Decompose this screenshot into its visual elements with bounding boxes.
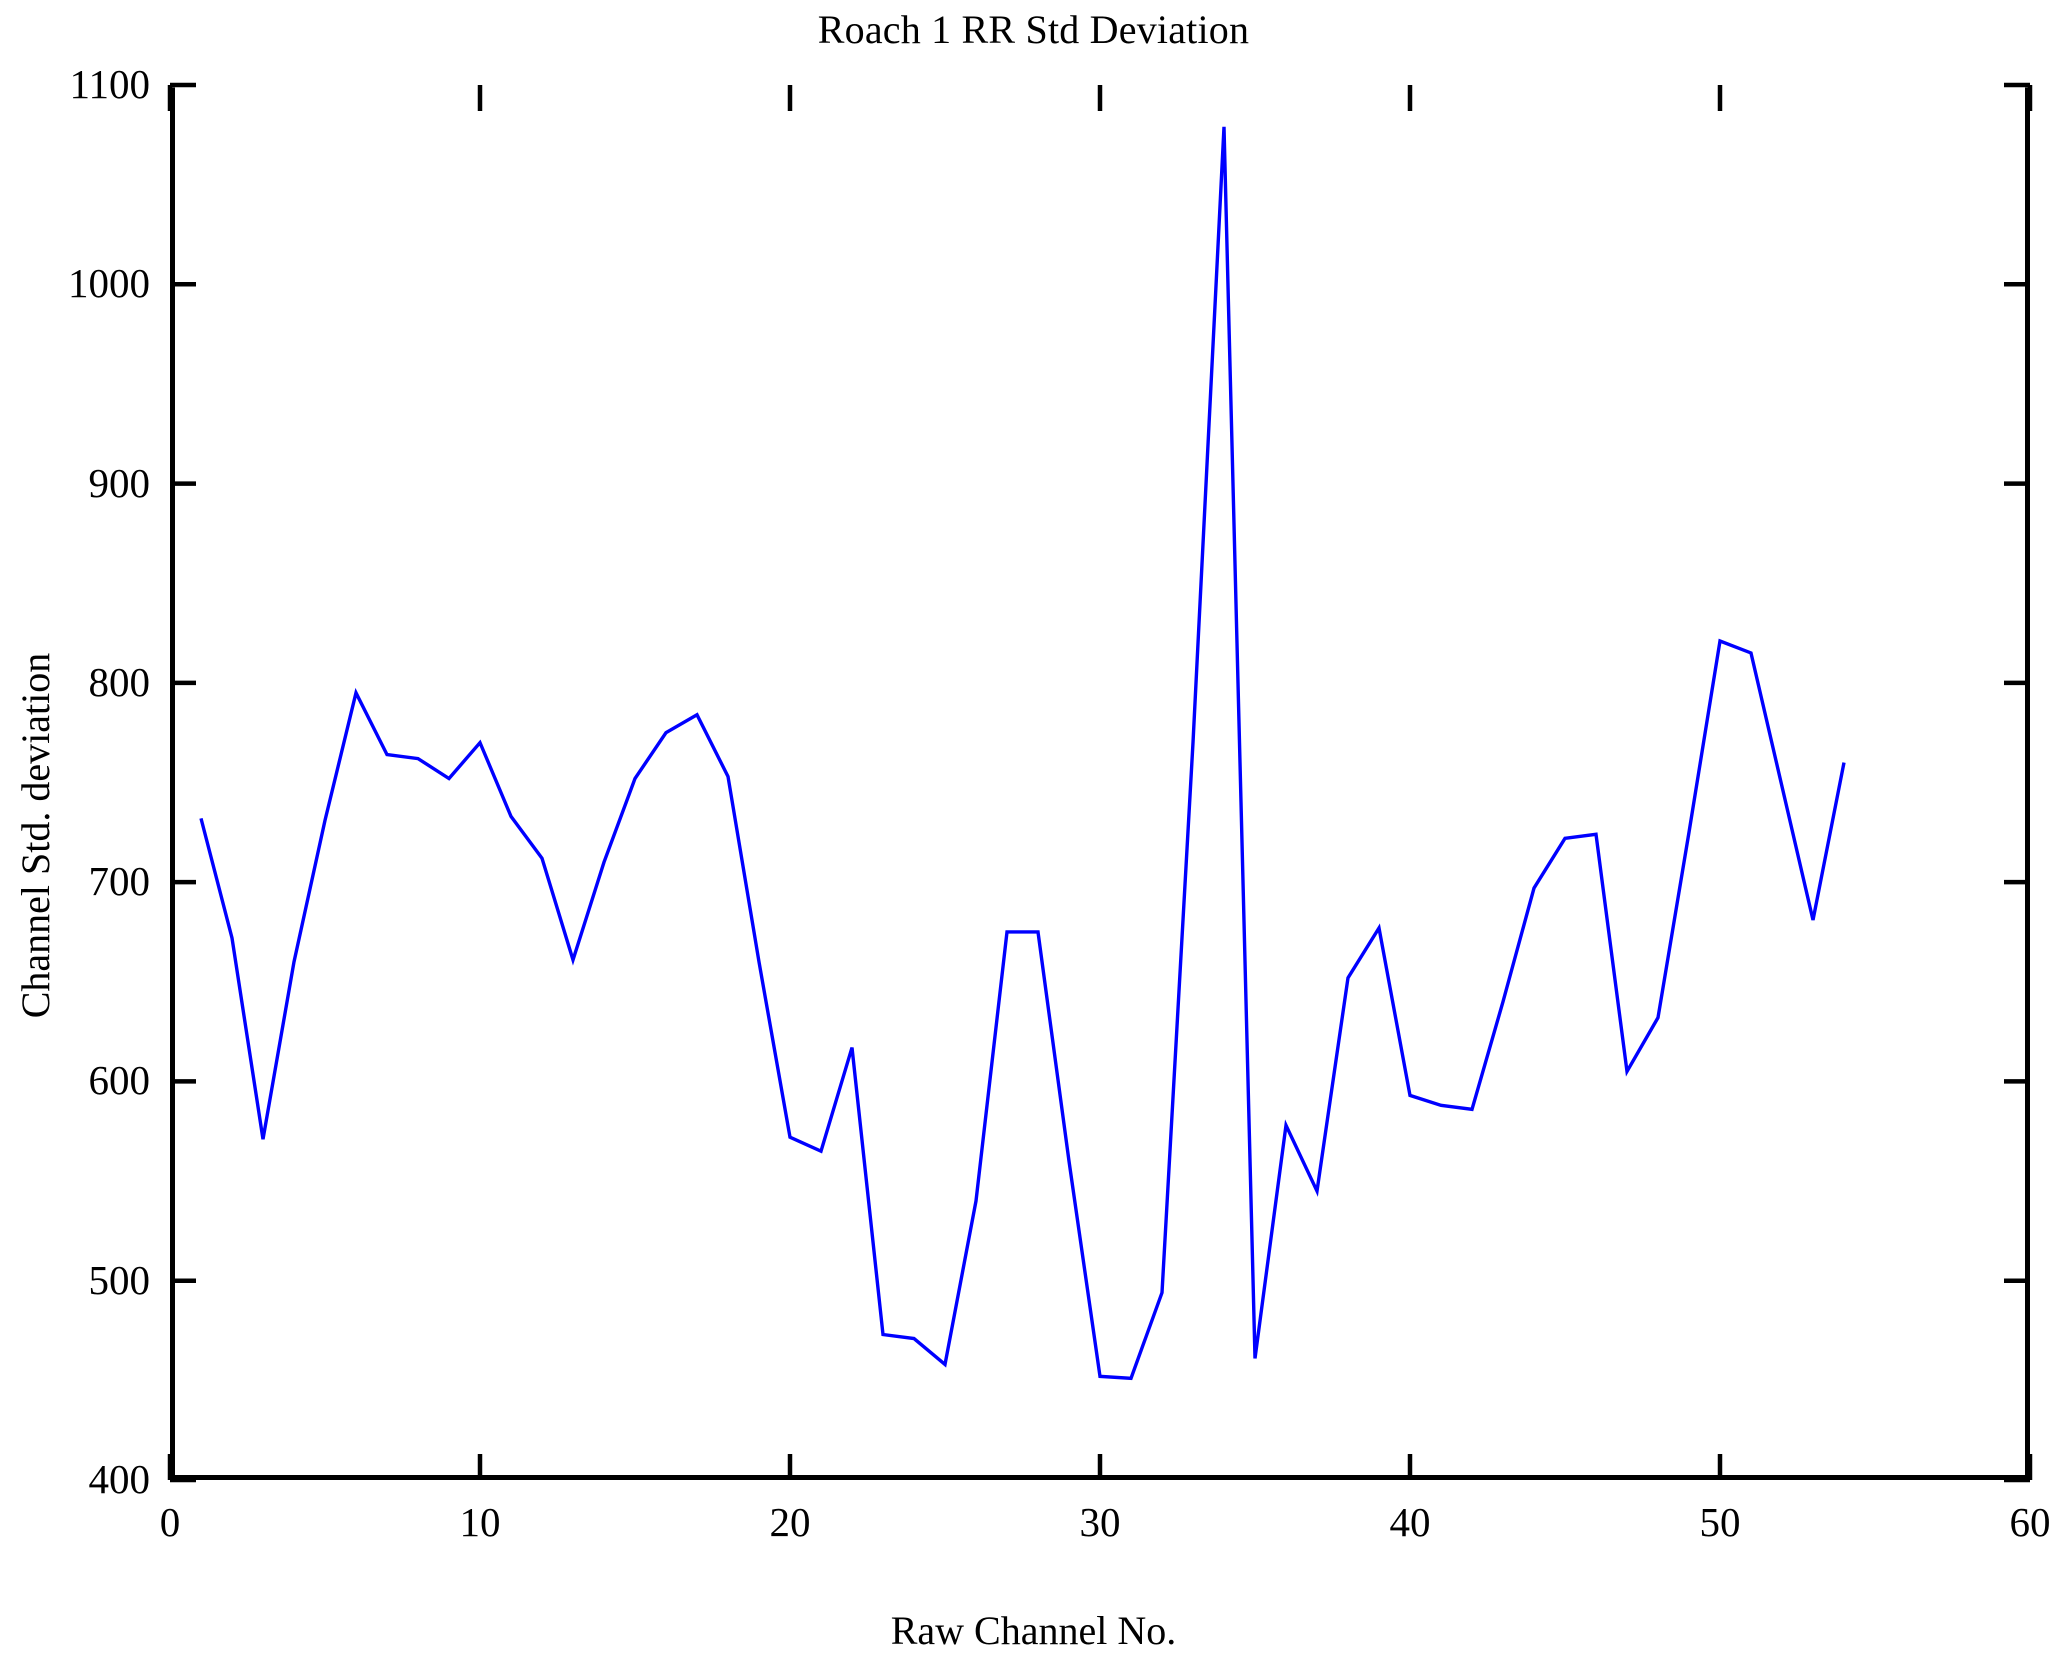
axis-frame [170, 87, 2030, 1480]
chart-title: Roach 1 RR Std Deviation [817, 7, 1250, 52]
x-tick-label: 60 [2009, 1499, 2051, 1545]
x-tick-label: 20 [769, 1499, 811, 1545]
y-tick-label: 500 [88, 1256, 151, 1303]
x-tick-label: 40 [1389, 1499, 1431, 1545]
plot-area [167, 82, 2033, 1483]
x-tick-label: 50 [1699, 1499, 1741, 1545]
x-tick-label: 10 [459, 1499, 501, 1545]
plot-svg [167, 82, 2033, 1483]
data-series-line [199, 126, 1846, 1381]
y-tick-label: 900 [88, 459, 151, 506]
y-tick-marks [170, 82, 2030, 1483]
x-tick-label: 30 [1079, 1499, 1121, 1545]
x-tick-marks [167, 85, 2033, 1480]
y-tick-label: 700 [88, 858, 151, 905]
x-tick-label: 0 [159, 1499, 181, 1545]
y-tick-label: 600 [88, 1057, 151, 1104]
y-tick-label: 400 [88, 1456, 151, 1502]
y-tick-label: 800 [88, 658, 151, 705]
x-axis-label: Raw Channel No. [890, 1608, 1177, 1653]
y-tick-label: 1100 [69, 61, 150, 107]
y-tick-label: 1000 [68, 260, 150, 307]
y-tick-label-group: 400 500 600 700 800 900 1000 1100 [0, 0, 150, 1671]
axis-box [170, 87, 2030, 1480]
